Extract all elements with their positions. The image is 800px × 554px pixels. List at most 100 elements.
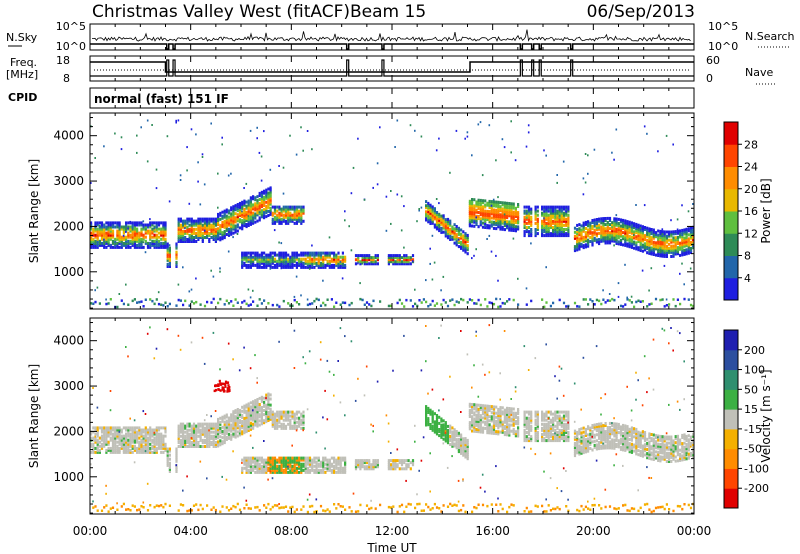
heatmap-cell	[295, 416, 298, 420]
heatmap-cell	[284, 211, 288, 215]
heatmap-cell	[206, 227, 209, 231]
heatmap-cell	[282, 456, 285, 460]
heatmap-cell	[256, 462, 259, 466]
heatmap-cell	[90, 436, 93, 440]
heatmap-cell	[267, 199, 270, 203]
heatmap-cell	[460, 234, 463, 238]
heatmap-cell	[217, 444, 220, 448]
heatmap-cell	[460, 246, 463, 250]
heatmap-cell	[256, 265, 259, 269]
heatmap-cell	[562, 230, 566, 234]
heatmap-cell	[514, 159, 517, 162]
heatmap-cell	[582, 193, 585, 196]
heatmap-cell	[370, 304, 373, 308]
heatmap-cell	[457, 237, 460, 240]
heatmap-cell	[96, 440, 99, 444]
heatmap-cell	[584, 243, 587, 247]
heatmap-cell	[567, 230, 570, 234]
heatmap-cell	[633, 246, 636, 250]
heatmap-cell	[223, 221, 226, 225]
heatmap-cell	[357, 377, 359, 380]
heatmap-cell	[291, 215, 294, 219]
heatmap-cell	[234, 298, 237, 301]
heatmap-cell	[361, 461, 364, 465]
heatmap-cell	[190, 441, 193, 444]
heatmap-cell	[105, 428, 108, 432]
heatmap-cell	[138, 446, 141, 450]
heatmap-cell	[221, 442, 224, 446]
heatmap-cell	[685, 248, 688, 252]
heatmap-cell	[501, 138, 504, 141]
heatmap-cell	[140, 440, 143, 444]
heatmap-cell	[339, 255, 342, 259]
heatmap-cell	[273, 219, 277, 223]
heatmap-cell	[473, 198, 476, 202]
heatmap-cell	[558, 215, 561, 219]
heatmap-cell	[626, 244, 629, 248]
heatmap-cell	[646, 228, 649, 232]
heatmap-cell	[149, 298, 152, 301]
heatmap-cell	[149, 223, 152, 227]
heatmap-cell	[98, 243, 101, 247]
heatmap-cell	[422, 436, 425, 439]
heatmap-cell	[184, 221, 187, 225]
heatmap-cell	[446, 435, 450, 439]
heatmap-cell	[138, 442, 141, 446]
heatmap-cell	[302, 207, 305, 211]
heatmap-cell	[446, 466, 449, 469]
heatmap-cell	[111, 438, 115, 442]
heatmap-cell	[289, 205, 292, 209]
heatmap-cell	[192, 436, 196, 440]
heatmap-cell	[291, 412, 294, 416]
heatmap-cell	[587, 222, 590, 226]
heatmap-cell	[319, 251, 323, 255]
heatmap-cell	[243, 216, 246, 219]
heatmap-cell	[556, 223, 559, 227]
heatmap-cell	[304, 253, 307, 257]
heatmap-cell	[457, 437, 460, 441]
heatmap-cell	[254, 411, 257, 415]
heatmap-cell	[523, 226, 526, 229]
heatmap-cell	[374, 254, 377, 258]
heatmap-cell	[348, 225, 350, 228]
heatmap-cell	[337, 255, 340, 259]
heatmap-cell	[608, 241, 612, 245]
heatmap-cell	[300, 508, 303, 511]
heatmap-cell	[162, 426, 165, 430]
heatmap-cell	[615, 235, 618, 239]
heatmap-cell	[284, 464, 288, 468]
heatmap-cell	[284, 456, 288, 460]
heatmap-cell	[602, 233, 605, 237]
heatmap-cell	[512, 237, 515, 240]
heatmap-cell	[164, 301, 167, 304]
heatmap-cell	[267, 466, 270, 470]
heatmap-cell	[263, 204, 266, 207]
heatmap-cell	[201, 441, 204, 444]
heatmap-cell	[490, 224, 493, 228]
heatmap-cell	[429, 203, 432, 207]
heatmap-cell	[177, 217, 180, 221]
heatmap-cell	[131, 438, 134, 442]
heatmap-cell	[103, 145, 105, 148]
heatmap-cell	[630, 235, 633, 239]
heatmap-cell	[339, 260, 342, 263]
heatmap-cell	[427, 505, 430, 509]
heatmap-cell	[206, 434, 209, 438]
heatmap-cell	[280, 460, 283, 464]
heatmap-cell	[326, 359, 329, 362]
heatmap-cell	[350, 340, 353, 343]
heatmap-cell	[243, 299, 246, 303]
heatmap-cell	[249, 210, 252, 214]
heatmap-cell	[425, 216, 428, 220]
heatmap-cell	[475, 216, 477, 219]
heatmap-cell	[287, 470, 290, 474]
heatmap-cell	[199, 432, 202, 436]
heatmap-cell	[241, 219, 244, 223]
heatmap-cell	[591, 221, 594, 224]
heatmap-cell	[365, 262, 369, 266]
heatmap-cell	[243, 507, 246, 510]
heatmap-cell	[232, 424, 235, 428]
heatmap-cell	[488, 204, 491, 207]
heatmap-cell	[425, 360, 427, 363]
heatmap-cell	[322, 509, 325, 512]
